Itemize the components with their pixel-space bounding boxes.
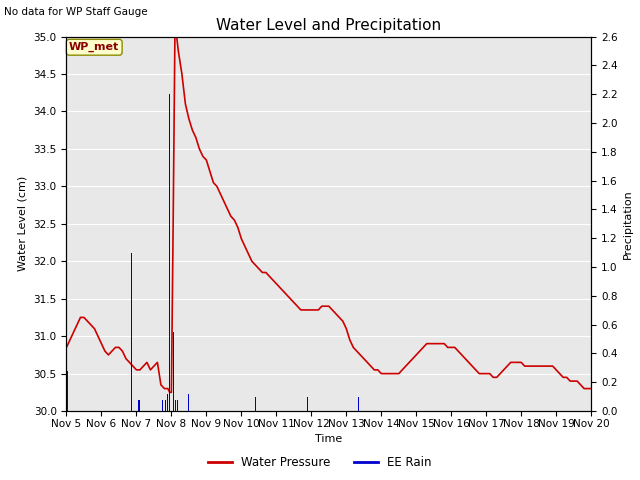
Bar bbox=[175, 399, 176, 411]
Bar bbox=[164, 399, 166, 411]
Bar bbox=[177, 399, 178, 411]
Text: WP_met: WP_met bbox=[69, 42, 119, 52]
Bar bbox=[138, 399, 139, 411]
Y-axis label: Water Level (cm): Water Level (cm) bbox=[18, 176, 28, 271]
Bar bbox=[167, 394, 168, 411]
Title: Water Level and Precipitation: Water Level and Precipitation bbox=[216, 18, 442, 33]
Bar bbox=[67, 371, 68, 411]
Text: No data for WP Staff Gauge: No data for WP Staff Gauge bbox=[3, 7, 147, 16]
Bar bbox=[255, 396, 256, 411]
Bar bbox=[307, 396, 308, 411]
Bar bbox=[188, 394, 189, 411]
X-axis label: Time: Time bbox=[315, 434, 342, 444]
Bar bbox=[358, 396, 359, 411]
Legend: Water Pressure, EE Rain: Water Pressure, EE Rain bbox=[204, 452, 436, 474]
Bar bbox=[162, 399, 163, 411]
Y-axis label: Precipitation: Precipitation bbox=[623, 189, 633, 259]
Bar bbox=[131, 252, 132, 411]
Bar bbox=[169, 94, 170, 411]
